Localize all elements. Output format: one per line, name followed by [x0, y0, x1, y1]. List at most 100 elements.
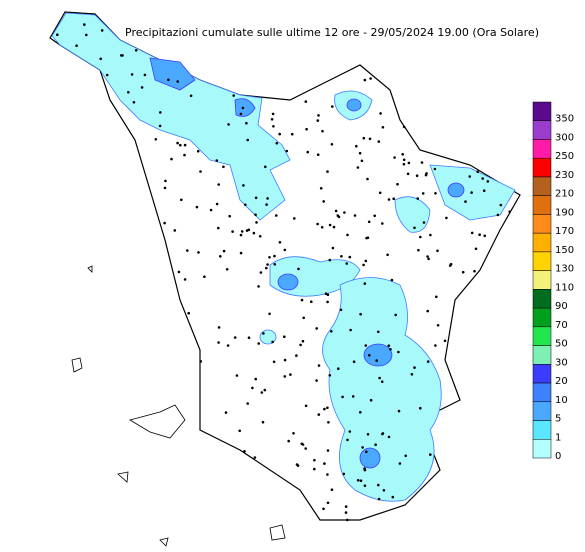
legend-label: 50 [555, 339, 568, 350]
legend-swatch [532, 176, 552, 196]
station [369, 398, 373, 402]
legend-swatch [532, 439, 552, 459]
station [299, 343, 302, 347]
station [397, 350, 400, 354]
station [402, 125, 406, 129]
station [330, 330, 333, 333]
station [238, 429, 241, 433]
station [99, 57, 102, 61]
station [426, 360, 430, 363]
station [346, 518, 349, 522]
station [342, 472, 346, 476]
station [163, 221, 166, 225]
station [436, 249, 439, 253]
station [197, 251, 200, 254]
station [406, 172, 410, 176]
legend-label: 300 [555, 132, 574, 143]
station [326, 170, 329, 173]
station [381, 126, 385, 129]
station [401, 153, 405, 156]
station [270, 118, 274, 121]
station [435, 295, 438, 299]
station [389, 348, 392, 351]
station [176, 80, 179, 83]
station [317, 413, 321, 416]
legend-swatch [532, 289, 552, 309]
station [260, 391, 264, 394]
station [398, 462, 402, 465]
station [252, 231, 256, 235]
station [363, 468, 367, 472]
station [322, 507, 325, 511]
station [331, 105, 334, 108]
legend-label: 90 [555, 301, 568, 312]
legend-label: 250 [555, 151, 574, 162]
station [434, 344, 437, 347]
station [373, 214, 377, 218]
station [301, 443, 305, 446]
station [283, 335, 286, 339]
station [499, 203, 503, 207]
station [316, 119, 320, 122]
legend-label: 130 [555, 264, 574, 275]
station [257, 285, 260, 288]
station [278, 241, 282, 244]
station [235, 374, 239, 377]
station [272, 360, 276, 364]
station [332, 225, 336, 229]
station [321, 129, 324, 133]
station [392, 197, 396, 200]
station [461, 270, 465, 274]
station [348, 255, 352, 259]
legend-label: 210 [555, 189, 574, 200]
station [132, 101, 136, 104]
station [419, 235, 422, 239]
legend-swatch [532, 401, 552, 421]
station [257, 342, 261, 345]
station [443, 339, 447, 343]
station [199, 360, 203, 363]
station [365, 450, 368, 454]
station [364, 259, 368, 263]
station [228, 214, 231, 218]
station [421, 192, 425, 195]
station [426, 309, 430, 313]
station [382, 489, 386, 492]
station [356, 166, 360, 169]
region [49, 11, 521, 547]
station [215, 202, 219, 206]
station [158, 124, 162, 128]
station [366, 177, 369, 181]
station [266, 197, 269, 200]
legend-label: 230 [555, 170, 574, 181]
legend-label: 350 [555, 114, 574, 125]
station [273, 263, 277, 266]
station [326, 406, 329, 410]
station [315, 379, 318, 382]
station [337, 367, 340, 371]
legend-swatch [532, 326, 552, 346]
station [496, 213, 500, 217]
station [367, 220, 371, 224]
station [340, 254, 343, 258]
station [243, 450, 246, 453]
legend-swatch [532, 120, 552, 140]
station [127, 91, 130, 94]
station [134, 49, 138, 52]
station [176, 141, 179, 145]
station [470, 191, 473, 194]
station [217, 226, 220, 230]
station [413, 226, 416, 230]
station [478, 233, 481, 236]
station [246, 402, 249, 405]
station [283, 375, 287, 378]
legend-swatch [532, 251, 552, 271]
station [317, 114, 320, 117]
station [290, 132, 294, 136]
station [433, 167, 437, 171]
station [381, 222, 384, 225]
station [416, 197, 420, 200]
station [268, 312, 271, 316]
station [302, 316, 306, 320]
